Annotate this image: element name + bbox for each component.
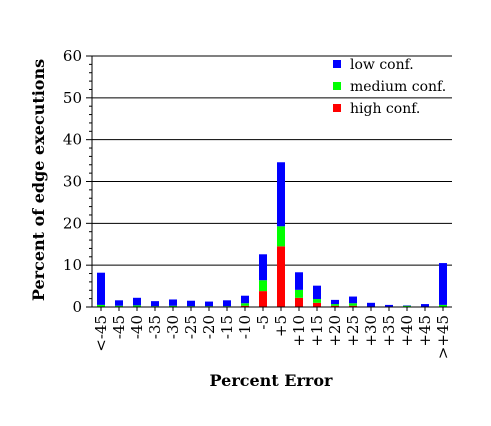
bar-segment <box>403 305 411 307</box>
x-tick-label: <-45 <box>92 315 110 352</box>
legend-label: medium conf. <box>350 79 446 95</box>
y-tick-label: 40 <box>63 131 82 149</box>
y-tick-label: 60 <box>63 47 82 65</box>
bar-segment <box>169 305 177 307</box>
legend-swatch <box>333 82 341 90</box>
bar-segment <box>439 304 447 307</box>
x-tick-label: -25 <box>182 315 200 339</box>
x-axis-title: Percent Error <box>210 371 333 390</box>
bar-segment <box>259 280 267 292</box>
x-tick-label: +20 <box>326 315 344 347</box>
bar-segment <box>313 302 321 307</box>
bar-segment <box>295 297 303 307</box>
bar-segment <box>295 272 303 290</box>
x-tick-label: +35 <box>380 315 398 347</box>
x-tick-label: +30 <box>362 315 380 347</box>
bar-segment <box>313 299 321 303</box>
y-tick-label: 0 <box>72 298 82 316</box>
legend-label: low conf. <box>350 57 414 73</box>
x-tick-label: -40 <box>128 315 146 339</box>
x-tick-label: +40 <box>398 315 416 347</box>
y-tick-label: 30 <box>63 173 82 191</box>
axes <box>86 55 452 311</box>
y-axis-title: Percent of edge executions <box>29 59 48 301</box>
bar-segment <box>169 299 177 306</box>
bar-segment <box>241 305 249 307</box>
bar-segment <box>259 254 267 281</box>
legend-swatch <box>333 60 341 68</box>
bar-segment <box>133 305 141 307</box>
x-tick-label: -45 <box>110 315 128 339</box>
x-tick-label: -5 <box>254 315 272 330</box>
bar-segment <box>331 299 339 305</box>
x-tick-labels: <-45 -45 -40 -35 -30 -25 -20 -15 -10 -5 +5 +10 +15 +2… <box>92 315 452 359</box>
x-tick-label: -35 <box>146 315 164 339</box>
bar-segment <box>277 246 285 307</box>
bar-segment <box>331 304 339 306</box>
bar-segment <box>385 304 393 307</box>
bar-segment <box>133 297 141 306</box>
bar-segment <box>241 303 249 306</box>
bar-segment <box>259 291 267 307</box>
bars <box>97 162 447 307</box>
bar-segment <box>277 226 285 247</box>
bar-segment <box>97 272 105 305</box>
bar-segment <box>349 303 357 306</box>
bar-segment <box>349 296 357 304</box>
bar-segment <box>367 302 375 307</box>
legend-swatch <box>333 104 341 112</box>
bar-segment <box>115 305 123 307</box>
y-tick-label: 10 <box>63 256 82 274</box>
bar-segment <box>277 162 285 227</box>
bar-segment <box>313 285 321 300</box>
legend: low conf. medium conf. high conf. <box>333 57 446 117</box>
gridlines <box>92 55 452 266</box>
bar-segment <box>97 304 105 307</box>
bar-segment <box>205 301 213 307</box>
bar-segment <box>331 305 339 307</box>
bar-segment <box>223 300 231 307</box>
bar-segment <box>151 301 159 307</box>
bar-segment <box>187 300 195 307</box>
x-tick-label: -15 <box>218 315 236 339</box>
y-tick-label: 20 <box>63 214 82 232</box>
bar-segment <box>295 289 303 298</box>
legend-label: high conf. <box>350 101 420 117</box>
bar-segment <box>421 304 429 307</box>
x-tick-label: >+45 <box>434 315 452 359</box>
x-tick-label: +15 <box>308 315 326 347</box>
x-tick-label: -10 <box>236 315 254 339</box>
y-tick-label: 50 <box>63 89 82 107</box>
bar-segment <box>241 295 249 304</box>
x-tick-label: +25 <box>344 315 362 347</box>
x-tick-label: -20 <box>200 315 218 339</box>
x-tick-label: +5 <box>272 315 290 337</box>
bar-segment <box>115 300 123 306</box>
x-tick-label: +45 <box>416 315 434 347</box>
bar-segment <box>349 305 357 307</box>
x-tick-label: +10 <box>290 315 308 347</box>
bar-segment <box>439 263 447 305</box>
y-tick-labels: 0 10 20 30 40 50 60 <box>63 47 82 316</box>
x-tick-label: -30 <box>164 315 182 339</box>
